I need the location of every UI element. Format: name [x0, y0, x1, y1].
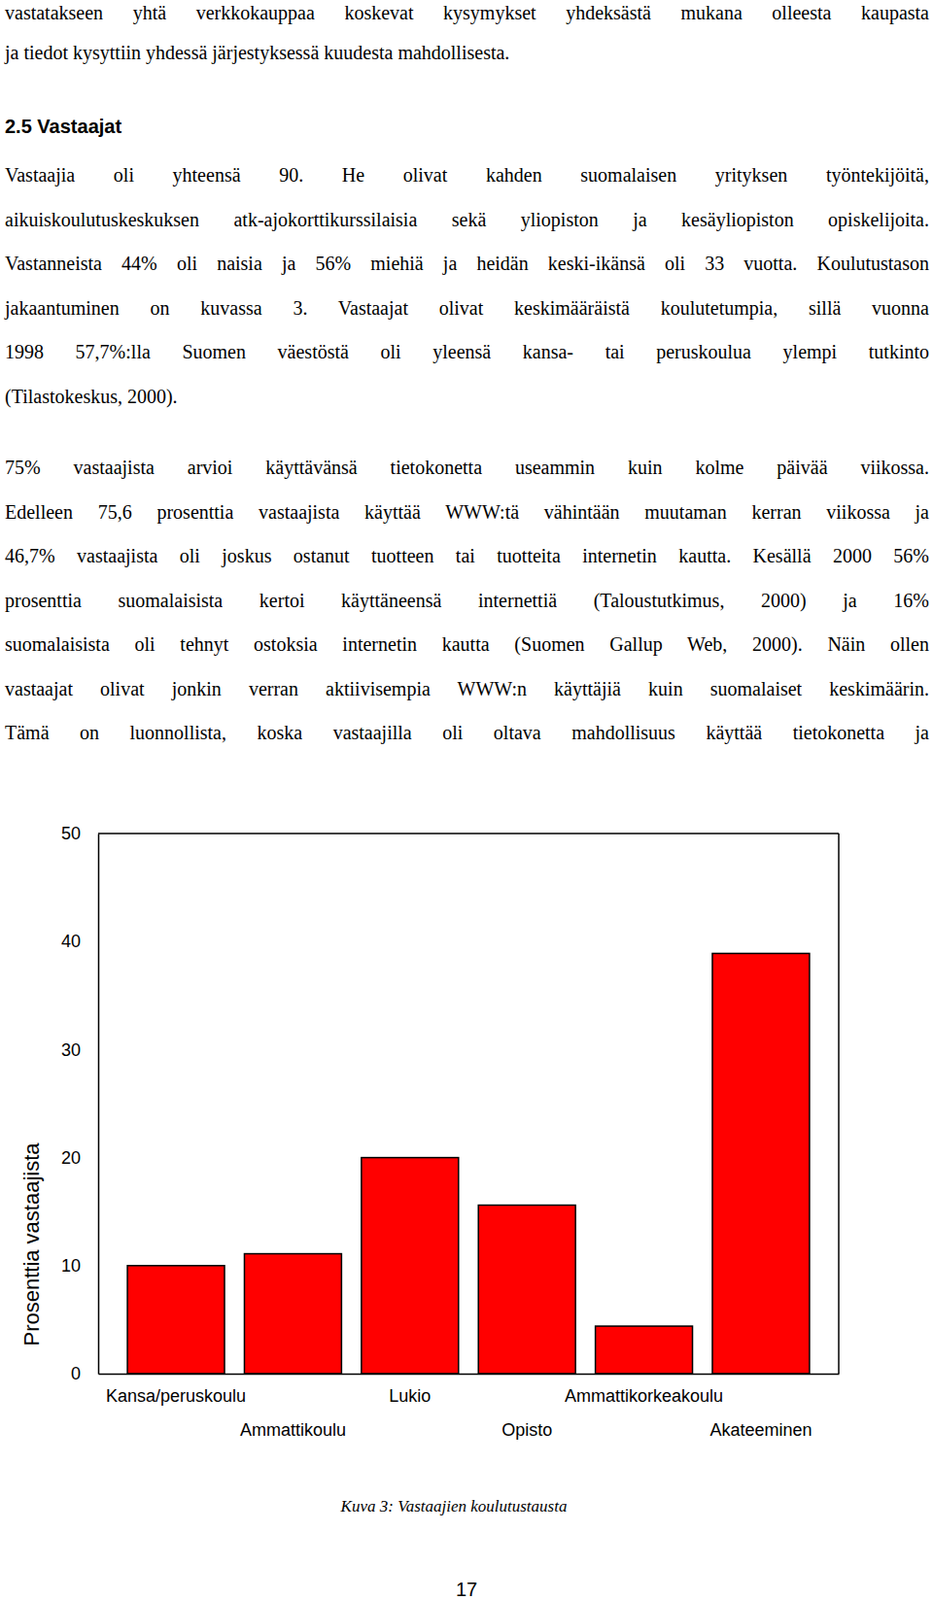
- text-line: Tämä on luonnollista, koska vastaajilla …: [4, 711, 930, 757]
- text-line: Vastanneista 44% oli naisia ja 56% miehi…: [4, 241, 930, 287]
- x-axis: Kansa/peruskoulu Ammattikoulu Lukio Opisto A…: [99, 1374, 840, 1441]
- tick-label: 40: [61, 932, 81, 952]
- text-line: Edelleen 75,6 prosenttia vastaajista käy…: [4, 490, 930, 536]
- tick-label: 30: [61, 1040, 81, 1061]
- text-line: 1998 57,7%:lla Suomen väestöstä oli ylee…: [4, 330, 930, 376]
- text-line: aikuiskoulutuskeskuksen atk-ajokorttikur…: [4, 198, 930, 243]
- plot-frame: [837, 833, 840, 1375]
- axis-line: [98, 834, 101, 1376]
- caption: Kuva 3: Vastaajien koulutustausta: [340, 1497, 568, 1517]
- tick: 50: [61, 824, 99, 844]
- text-line: suomalaisista oli tehnyt ostoksia intern…: [4, 622, 930, 668]
- text-line: Vastaajia oli yhteensä 90. He olivat kah…: [4, 153, 930, 199]
- text-line: (Tilastokeskus, 2000).: [4, 375, 930, 420]
- text-line: jakaantuminen on kuvassa 3. Vastaajat ol…: [4, 286, 930, 332]
- tick-label: 10: [61, 1256, 81, 1277]
- tick-label: Lukio: [388, 1386, 431, 1407]
- bar: [243, 1254, 342, 1375]
- plot-frame: [98, 832, 839, 835]
- text-line: 75% vastaajista arvioi käyttävänsä tieto…: [4, 446, 930, 491]
- tick: 40: [61, 932, 99, 952]
- bar: [478, 1206, 576, 1375]
- tick: Ammattikoulu: [240, 1374, 346, 1441]
- axis-line: [99, 1374, 840, 1377]
- tick-label: Opisto: [501, 1420, 553, 1441]
- y-axis: 0 10 20 30 40 50: [61, 824, 100, 1384]
- tick: Lukio: [388, 1374, 431, 1407]
- tick: 30: [61, 1040, 99, 1061]
- tick: Kansa/peruskoulu: [105, 1374, 246, 1407]
- tick-label: 20: [61, 1148, 81, 1169]
- page-number: 17: [455, 1579, 478, 1600]
- tick-label: Kansa/peruskoulu: [105, 1386, 246, 1407]
- tick-label: Ammattikorkeakoulu: [564, 1386, 724, 1407]
- tick: 10: [61, 1256, 99, 1277]
- bar: [595, 1326, 693, 1375]
- tick: Opisto: [501, 1374, 553, 1441]
- bar: [127, 1266, 225, 1375]
- tick-label: Ammattikoulu: [240, 1420, 346, 1441]
- text-line: 46,7% vastaajista oli joskus ostanut tuo…: [4, 534, 930, 580]
- text-line: ja tiedot kysyttiin yhdessä järjestykses…: [4, 31, 930, 76]
- section-heading: 2.5 Vastaajat: [4, 104, 930, 150]
- tick-label: Akateeminen: [709, 1420, 812, 1441]
- tick: 0: [70, 1364, 99, 1384]
- bar: [361, 1158, 459, 1375]
- text-line: vastatakseen yhtä verkkokauppaa koskevat…: [4, 0, 930, 36]
- tick-label: 0: [70, 1364, 81, 1384]
- tick: Ammattikorkeakoulu: [564, 1374, 724, 1407]
- text-line: vastaajat olivat jonkin verran aktiivise…: [4, 667, 930, 713]
- axis-title: Prosenttia vastaajista: [19, 1142, 44, 1348]
- bars: [127, 953, 810, 1375]
- text-line: prosenttia suomalaisista kertoi käyttäne…: [4, 579, 930, 624]
- tick: Akateeminen: [709, 1374, 812, 1441]
- tick: 20: [61, 1148, 99, 1169]
- chart: 0 10 20 30 40 50 Kansa/peruskoulu Ammattikoulu L…: [0, 0, 933, 1600]
- tick-label: 50: [61, 824, 81, 844]
- bar: [712, 953, 810, 1375]
